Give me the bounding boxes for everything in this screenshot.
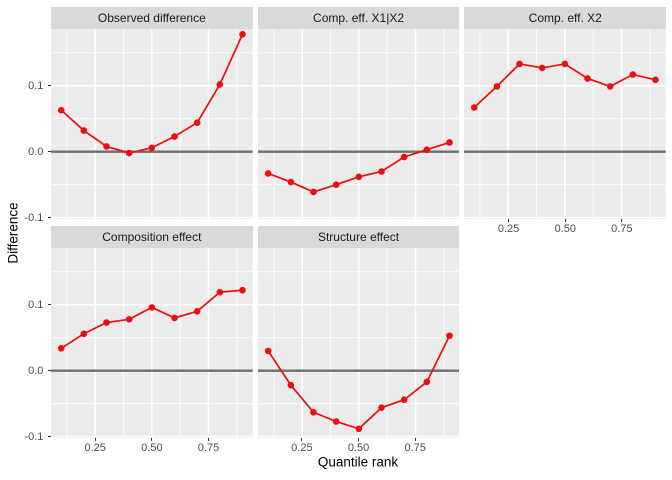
x-tick-label: 0.25 xyxy=(84,441,106,454)
facet-strip-comp-eff-x1-x2: Comp. eff. X1|X2 xyxy=(257,7,460,29)
x-tick-mark xyxy=(151,438,153,441)
data-point xyxy=(193,119,201,126)
data-point xyxy=(309,408,317,416)
x-tick-mark xyxy=(564,219,566,222)
facet-panel-comp-eff-x1-x2 xyxy=(257,29,460,219)
data-point xyxy=(445,332,453,340)
x-tick-label: 0.50 xyxy=(347,441,370,454)
y-tick-mark xyxy=(48,304,51,306)
data-point xyxy=(80,330,88,338)
x-tick-mark xyxy=(358,438,360,441)
data-point xyxy=(332,181,340,188)
facet-strip-comp-eff-x2: Comp. eff. X2 xyxy=(464,7,667,29)
data-point xyxy=(239,30,246,38)
data-point xyxy=(264,170,272,177)
y-tick-label: 0.1 xyxy=(28,79,44,92)
x-tick-label: 0.25 xyxy=(291,441,313,454)
x-tick-label: 0.75 xyxy=(404,441,426,454)
data-point xyxy=(445,139,453,146)
y-tick-mark xyxy=(48,217,51,219)
data-point xyxy=(377,404,385,411)
x-tick-mark xyxy=(508,219,510,222)
x-tick-label: 0.25 xyxy=(497,222,520,235)
data-point xyxy=(652,76,660,84)
y-tick-mark xyxy=(48,436,51,438)
x-tick-label: 0.75 xyxy=(197,441,220,454)
x-axis-title: Quantile rank xyxy=(317,454,399,470)
data-point xyxy=(471,104,478,111)
x-tick-label: 0.50 xyxy=(554,222,577,235)
data-point xyxy=(629,71,637,78)
x-tick-mark xyxy=(301,438,303,441)
data-point xyxy=(103,143,110,150)
y-tick-mark xyxy=(48,151,51,153)
data-point xyxy=(193,308,201,315)
facet-panel-comp-eff-x2 xyxy=(464,29,667,219)
y-tick-label: 0.0 xyxy=(28,145,44,158)
data-point xyxy=(539,64,546,72)
facet-strip-observed-difference: Observed difference xyxy=(51,7,253,29)
data-point xyxy=(103,319,110,326)
data-point xyxy=(216,81,224,88)
data-point xyxy=(148,144,156,152)
data-point xyxy=(287,178,294,186)
x-tick-mark xyxy=(621,219,623,222)
facet-strip-structure-effect: Structure effect xyxy=(257,226,460,248)
data-point xyxy=(80,127,88,134)
y-tick-label: -0.1 xyxy=(24,430,44,443)
facet-panel-structure-effect xyxy=(257,248,460,438)
y-tick-mark xyxy=(48,370,51,372)
data-point xyxy=(309,188,317,196)
y-tick-label: 0.1 xyxy=(28,298,44,311)
x-tick-mark xyxy=(208,438,209,441)
x-tick-mark xyxy=(414,438,416,441)
data-point xyxy=(57,344,65,352)
data-point xyxy=(561,60,569,68)
y-tick-label: -0.1 xyxy=(24,211,44,224)
data-point xyxy=(287,381,294,389)
y-tick-label: 0.0 xyxy=(28,364,44,377)
data-point xyxy=(239,286,246,294)
facet-panel-observed-difference xyxy=(51,29,253,219)
data-point xyxy=(216,288,224,296)
x-tick-mark xyxy=(94,438,96,441)
data-point xyxy=(148,304,156,311)
data-point xyxy=(400,396,408,404)
data-point xyxy=(125,315,133,323)
data-point xyxy=(171,133,178,140)
data-point xyxy=(355,425,362,433)
data-point xyxy=(400,153,408,161)
data-point xyxy=(516,60,524,68)
x-tick-label: 0.50 xyxy=(141,441,163,454)
data-point xyxy=(57,106,65,114)
data-point xyxy=(493,83,501,90)
data-point xyxy=(171,314,178,322)
facet-strip-composition-effect: Composition effect xyxy=(51,226,253,248)
data-point xyxy=(423,146,430,154)
y-tick-mark xyxy=(48,85,51,87)
data-point xyxy=(584,75,592,82)
data-point xyxy=(264,347,272,355)
data-point xyxy=(332,418,340,425)
data-point xyxy=(377,168,385,175)
data-point xyxy=(125,149,133,157)
x-tick-label: 0.75 xyxy=(611,222,633,235)
data-point xyxy=(355,173,362,181)
data-point xyxy=(607,83,614,90)
data-point xyxy=(423,378,430,386)
facet-panel-composition-effect xyxy=(51,248,253,438)
